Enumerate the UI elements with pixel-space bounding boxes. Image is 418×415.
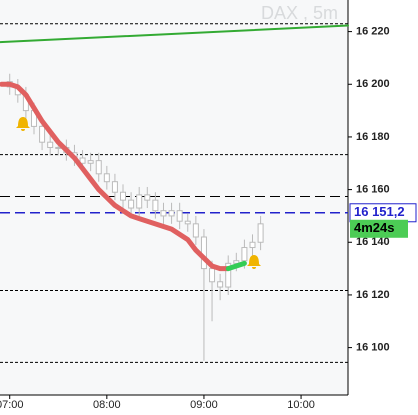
timer-label: 4m24s [354, 220, 394, 235]
candle-body [152, 199, 159, 212]
y-tick-label: 16 220 [356, 26, 390, 38]
line-series [0, 24, 349, 44]
candle-body [176, 210, 183, 222]
candle-body [241, 247, 248, 262]
line-series [0, 81, 231, 272]
candle-body [95, 160, 102, 175]
line-series [225, 260, 247, 272]
bell-icon [247, 255, 261, 269]
candle-body [217, 281, 224, 288]
x-tick-label: 09:00 [190, 399, 218, 410]
bell-icon [16, 117, 30, 131]
candle-body [144, 194, 151, 201]
plot-background [0, 0, 348, 395]
x-tick-label: 08:00 [93, 399, 121, 410]
candle-body [47, 141, 54, 148]
y-tick-label: 16 200 [356, 78, 390, 90]
candle-body [55, 146, 62, 149]
price-label: 16 151,2 [354, 204, 405, 219]
candle-body [39, 125, 46, 143]
candle-body [103, 173, 110, 183]
candle-body [192, 223, 199, 238]
candle-body [160, 210, 167, 217]
candle-body [233, 260, 240, 264]
candle-body [200, 236, 207, 270]
candle-body [184, 220, 191, 225]
candle-body [257, 223, 264, 243]
watermark-title: DAX , 5m [261, 3, 338, 23]
candle-body [79, 157, 86, 164]
candle-body [249, 241, 256, 249]
alert-icons [16, 117, 261, 269]
y-tick-label: 16 100 [356, 342, 390, 354]
y-tick-label: 16 140 [356, 236, 390, 248]
candle-body [87, 160, 94, 164]
y-tick-label: 16 180 [356, 131, 390, 143]
candle-body [128, 199, 135, 209]
y-tick-label: 16 120 [356, 289, 390, 301]
x-tick-label: 07:00 [0, 399, 23, 410]
candle-body [111, 181, 118, 193]
candle-body [120, 191, 127, 201]
x-tick-label: 10:00 [287, 399, 315, 410]
candle-body [209, 268, 216, 283]
y-tick-label: 16 160 [356, 184, 390, 196]
candle-body [168, 210, 175, 217]
candle-body [136, 194, 143, 209]
timer-box [350, 219, 408, 238]
candle-body [225, 262, 232, 288]
